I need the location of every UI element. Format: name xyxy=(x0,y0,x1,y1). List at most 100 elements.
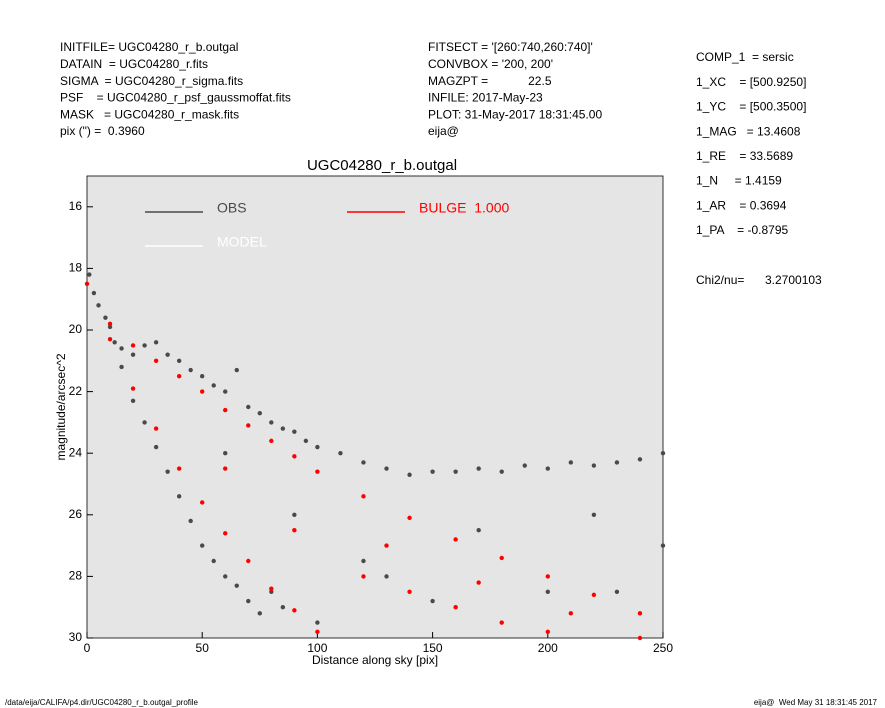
fit-parameter: 1_RE = 33.5689 xyxy=(696,149,793,163)
y-tick-label: 18 xyxy=(69,261,83,275)
data-point xyxy=(257,611,262,616)
legend-label: MODEL xyxy=(217,234,267,250)
data-point xyxy=(476,466,481,471)
y-tick-label: 20 xyxy=(69,322,83,336)
fit-parameter: 1_PA = -0.8795 xyxy=(696,223,789,237)
data-point xyxy=(545,589,550,594)
data-point xyxy=(522,463,527,468)
data-point xyxy=(591,592,597,598)
data-point xyxy=(107,337,113,342)
data-point xyxy=(269,586,274,591)
header-line: eija@ xyxy=(428,124,459,138)
x-tick-label: 200 xyxy=(538,641,558,655)
data-point xyxy=(614,589,620,594)
footer-path: /data/eija/CALIFA/p4.dir/UGC04280_r_b.ou… xyxy=(5,698,199,707)
data-point xyxy=(246,404,251,410)
data-point xyxy=(361,574,366,579)
y-tick-label: 30 xyxy=(69,630,83,644)
data-point xyxy=(211,383,216,388)
data-point xyxy=(130,352,136,357)
chi2-label: Chi2/nu= xyxy=(696,273,744,287)
fit-parameter: 1_MAG = 13.4608 xyxy=(696,124,801,138)
header-line: MAGZPT = 22.5 xyxy=(428,74,552,88)
data-point xyxy=(407,472,412,477)
data-point xyxy=(112,340,117,345)
data-point xyxy=(453,537,458,542)
data-point xyxy=(211,558,216,564)
data-point xyxy=(361,460,366,465)
footer-stamp: eija@ Wed May 31 18:31:45 2017 xyxy=(754,698,878,707)
x-tick-label: 150 xyxy=(423,641,443,655)
data-point xyxy=(153,426,159,431)
data-point xyxy=(384,543,389,548)
fit-parameter: 1_AR = 0.3694 xyxy=(696,198,787,212)
fit-parameter: 1_XC = [500.9250] xyxy=(696,75,806,89)
data-point xyxy=(292,512,297,517)
data-point xyxy=(591,512,597,517)
data-point xyxy=(223,389,228,394)
data-point xyxy=(303,438,309,444)
data-point xyxy=(614,460,620,465)
data-point xyxy=(96,303,101,308)
data-point xyxy=(142,343,147,348)
data-point xyxy=(165,469,170,474)
data-point xyxy=(223,574,228,579)
data-point xyxy=(153,358,159,363)
fit-parameter: COMP_1 = sersic xyxy=(696,50,794,64)
data-point xyxy=(315,629,320,635)
x-tick-label: 0 xyxy=(84,641,91,655)
data-point xyxy=(200,389,205,394)
data-point xyxy=(91,290,97,296)
data-point xyxy=(499,469,504,474)
data-point xyxy=(430,598,435,604)
x-tick-label: 100 xyxy=(307,641,327,655)
data-point xyxy=(292,454,297,459)
data-point xyxy=(637,611,643,616)
data-point xyxy=(292,429,297,434)
data-point xyxy=(257,410,262,416)
data-point xyxy=(545,629,550,635)
data-point xyxy=(384,574,389,579)
data-point xyxy=(234,367,239,373)
data-point xyxy=(200,543,205,548)
header-line: INFILE: 2017-May-23 xyxy=(428,91,543,105)
data-point xyxy=(200,374,205,379)
data-point xyxy=(130,386,136,391)
data-point xyxy=(119,364,124,370)
header-line: INITFILE= UGC04280_r_b.outgal xyxy=(60,40,238,54)
data-point xyxy=(269,420,274,425)
legend-label: BULGE 1.000 xyxy=(419,200,509,216)
data-point xyxy=(545,574,550,579)
data-point xyxy=(361,558,366,564)
data-point xyxy=(660,543,666,548)
fit-parameter: 1_N = 1.4159 xyxy=(696,174,782,188)
data-point xyxy=(188,367,193,373)
data-point xyxy=(315,469,320,474)
data-point xyxy=(176,466,182,471)
legend-label: OBS xyxy=(217,200,247,216)
plot-area xyxy=(86,175,664,639)
data-point xyxy=(223,407,228,413)
data-point xyxy=(87,272,92,277)
x-tick-label: 250 xyxy=(653,641,673,655)
data-point xyxy=(315,444,320,450)
chi2-value: 3.2700103 xyxy=(765,273,822,287)
y-tick-label: 26 xyxy=(69,507,83,521)
data-point xyxy=(188,518,193,524)
header-line: pix (") = 0.3960 xyxy=(60,124,145,138)
data-point xyxy=(176,374,182,379)
data-point xyxy=(453,605,458,610)
fit-parameter: 1_YC = [500.3500] xyxy=(696,100,806,114)
data-point xyxy=(130,398,136,404)
data-point xyxy=(246,558,251,564)
y-tick-label: 28 xyxy=(69,569,83,583)
data-point xyxy=(269,589,274,594)
header-line: SIGMA = UGC04280_r_sigma.fits xyxy=(60,74,243,88)
y-tick-label: 22 xyxy=(69,384,83,398)
data-point xyxy=(130,343,136,348)
data-point xyxy=(84,281,90,286)
header-line: PSF = UGC04280_r_psf_gaussmoffat.fits xyxy=(60,91,291,105)
data-point xyxy=(591,463,597,468)
header-line: PLOT: 31-May-2017 18:31:45.00 xyxy=(428,107,602,121)
chart-title: UGC04280_r_b.outgal xyxy=(307,157,457,174)
